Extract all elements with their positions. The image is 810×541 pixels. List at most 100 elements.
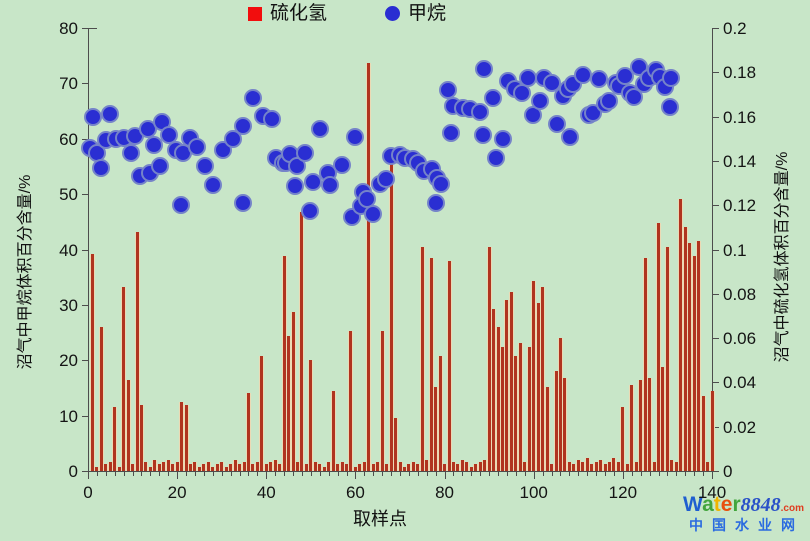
x-tick-label: 20: [167, 483, 187, 502]
y-right-tick-label: 0.2: [723, 19, 747, 38]
methane-dot: [364, 204, 383, 223]
x-minor-tick: [560, 472, 562, 476]
h2s-bar: [492, 309, 496, 471]
y-left-tick-label: 80: [59, 19, 78, 38]
y-right-tick: [713, 205, 719, 207]
h2s-bar: [162, 462, 166, 471]
y-left-axis-line: [88, 28, 89, 471]
x-minor-tick: [203, 472, 205, 476]
x-minor-tick: [141, 472, 143, 476]
y-left-tick: [82, 360, 88, 362]
x-minor-tick: [364, 472, 366, 476]
h2s-bar: [90, 253, 94, 471]
x-minor-tick: [658, 472, 660, 476]
x-minor-tick: [319, 472, 321, 476]
x-minor-tick: [275, 472, 277, 476]
h2s-bar: [523, 462, 527, 471]
h2s-bar: [340, 462, 344, 471]
legend-item-methane: 甲烷: [385, 4, 446, 23]
methane-dot: [661, 97, 680, 116]
y-left-tick: [82, 249, 88, 251]
h2s-bar: [389, 160, 393, 471]
watermark-letter: e: [720, 493, 733, 517]
y-right-tick: [713, 471, 719, 472]
y-right-tick: [713, 28, 719, 29]
h2s-bar: [246, 393, 250, 471]
h2s-bar: [558, 338, 562, 471]
h2s-bar: [443, 464, 447, 471]
y-right-tick: [713, 382, 719, 384]
h2s-bar: [251, 464, 255, 471]
h2s-bar: [541, 287, 545, 471]
methane-dot: [84, 108, 103, 127]
h2s-bar: [692, 256, 696, 471]
y-right-tick-label: 0.06: [723, 329, 757, 349]
y-right-tick: [713, 116, 719, 118]
x-tick-label: 60: [345, 483, 365, 502]
h2s-bar: [616, 462, 620, 471]
h2s-bar: [327, 462, 331, 471]
h2s-bar: [679, 198, 683, 471]
y-right-axis-line: [712, 28, 713, 471]
left-axis-title: 沼气中甲烷体积百分含量/%: [17, 174, 34, 370]
x-minor-tick: [426, 472, 428, 476]
h2s-bar: [291, 311, 295, 471]
x-minor-tick: [301, 472, 303, 476]
methane-dot: [310, 120, 329, 139]
h2s-bar: [304, 464, 308, 471]
h2s-bar: [224, 466, 228, 471]
h2s-bar: [376, 462, 380, 471]
h2s-bar: [607, 462, 611, 471]
x-minor-tick: [524, 472, 526, 476]
methane-dot: [484, 89, 503, 108]
x-minor-tick: [239, 472, 241, 476]
h2s-bar: [665, 247, 669, 471]
y-right-tick: [713, 160, 719, 162]
h2s-bar: [295, 462, 299, 471]
methane-dot: [432, 175, 451, 194]
h2s-bar: [113, 406, 117, 471]
h2s-bar: [545, 386, 549, 471]
y-right-tick-label: 0.08: [723, 284, 757, 304]
h2s-bar: [171, 464, 175, 471]
h2s-bar: [278, 464, 282, 471]
y-left-tick-label: 50: [59, 185, 78, 205]
methane-dot: [530, 92, 549, 111]
y-right-tick-label: 0.04: [723, 373, 757, 393]
h2s-bar: [126, 380, 130, 471]
x-minor-tick: [257, 472, 259, 476]
methane-dot: [512, 84, 531, 103]
x-minor-tick: [703, 472, 705, 476]
h2s-bar: [581, 462, 585, 471]
methane-dot: [262, 110, 281, 129]
watermark-site-name: 中国水业网: [689, 517, 804, 534]
methane-dot: [486, 148, 505, 167]
x-minor-tick: [221, 472, 223, 476]
h2s-bar: [367, 63, 371, 471]
methane-dot: [300, 201, 319, 220]
h2s-bar: [148, 466, 152, 471]
watermark-letter: W: [683, 493, 703, 517]
methane-dot: [234, 193, 253, 212]
methane-dot: [285, 177, 304, 196]
methane-dot: [441, 124, 460, 143]
y-right-tick: [713, 426, 719, 428]
x-major-tick: [712, 472, 713, 479]
methane-dot: [233, 117, 252, 135]
y-right-tick: [713, 72, 719, 74]
h2s-bar: [153, 459, 157, 471]
h2s-bar: [630, 384, 634, 471]
h2s-bar: [117, 466, 121, 471]
h2s-bar: [193, 462, 197, 471]
x-minor-tick: [435, 472, 437, 476]
h2s-bar: [166, 459, 170, 471]
h2s-bar: [590, 464, 594, 471]
h2s-bar: [550, 464, 554, 471]
y-left-tick-label: 20: [59, 351, 78, 371]
h2s-bar: [309, 360, 313, 471]
h2s-bar: [95, 466, 99, 471]
h2s-bar: [122, 287, 126, 471]
y-right-tick-label: 0.16: [723, 107, 757, 127]
h2s-bar: [518, 342, 522, 471]
methane-dot: [223, 129, 242, 148]
